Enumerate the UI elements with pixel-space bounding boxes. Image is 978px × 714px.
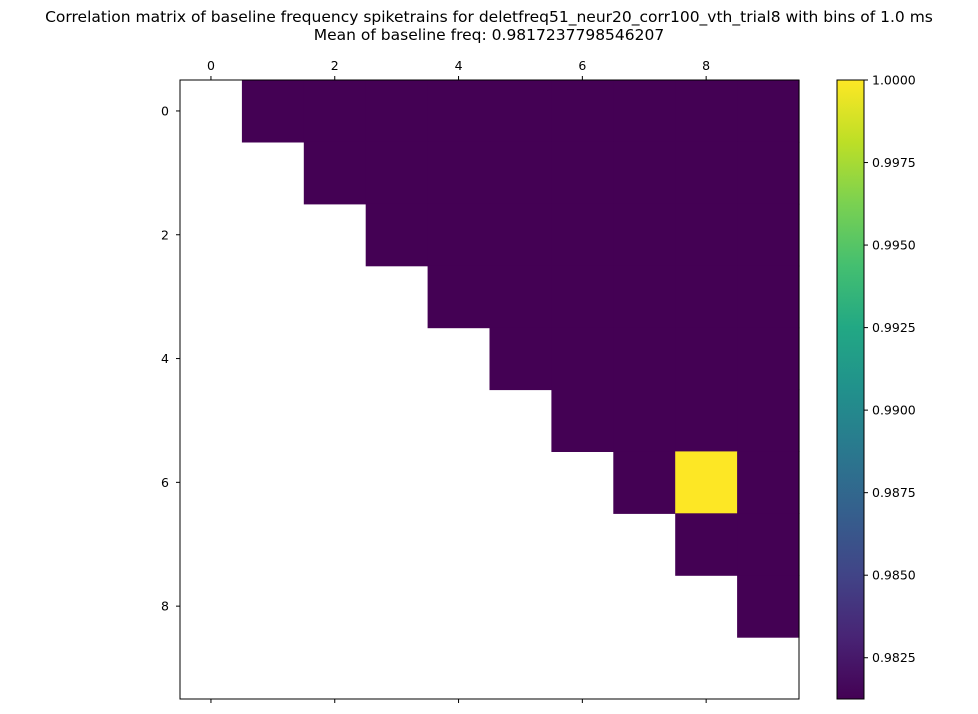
heatmap-cell	[737, 265, 800, 329]
heatmap-cell	[613, 141, 676, 205]
y-tick-label: 4	[161, 351, 169, 366]
heatmap-cell	[737, 327, 800, 391]
chart-subtitle: Mean of baseline freq: 0.981723779854620…	[313, 26, 665, 44]
heatmap-cell	[489, 265, 552, 329]
heatmap-cells	[241, 80, 800, 638]
colorbar-ticks: 0.9825 0.9850 0.9875 0.9900 0.9925 0.9950 0.99…	[864, 73, 916, 665]
y-tick-label: 8	[161, 599, 169, 614]
heatmap-cell	[489, 141, 552, 205]
heatmap-cell	[675, 389, 738, 452]
heatmap-cell	[675, 451, 738, 514]
colorbar-tick-label: 0.9850	[872, 568, 916, 583]
colorbar-tick-label: 1.0000	[872, 73, 916, 88]
heatmap-cell	[427, 265, 491, 329]
colorbar-tick-label: 0.9925	[872, 320, 916, 335]
heatmap-cell	[737, 575, 800, 638]
heatmap-cell	[675, 141, 738, 205]
heatmap-cell	[675, 513, 738, 576]
y-axis-ticks: 0 2 4 6 8	[161, 103, 180, 614]
heatmap-cell	[613, 265, 676, 329]
colorbar-tick-label: 0.9875	[872, 485, 916, 500]
heatmap-cell	[737, 203, 800, 267]
heatmap-cell	[489, 203, 552, 267]
y-tick-label: 6	[161, 475, 169, 490]
chart-title: Correlation matrix of baseline frequency…	[45, 8, 933, 26]
y-tick-label: 2	[161, 227, 169, 242]
heatmap-cell	[675, 203, 738, 267]
colorbar	[837, 80, 864, 699]
heatmap-cell	[551, 141, 614, 205]
heatmap-cell	[489, 327, 552, 391]
colorbar-tick-label: 0.9825	[872, 650, 916, 665]
x-tick-label: 2	[331, 58, 339, 73]
heatmap-cell	[427, 203, 491, 267]
heatmap-cell	[737, 513, 800, 576]
x-axis-ticks: 0 2 4 6 8	[207, 58, 710, 703]
heatmap-cell	[551, 389, 614, 452]
plot-frame	[179, 79, 800, 700]
heatmap-cell	[675, 80, 738, 143]
heatmap-cell	[737, 141, 800, 205]
heatmap-cell	[303, 80, 367, 143]
heatmap-cell	[613, 203, 676, 267]
colorbar-tick-label: 0.9900	[872, 403, 916, 418]
heatmap-cell	[613, 389, 676, 452]
heatmap-cell	[675, 265, 738, 329]
x-tick-label: 4	[455, 58, 463, 73]
heatmap-cell	[613, 80, 676, 143]
colorbar-tick-label: 0.9975	[872, 155, 916, 170]
heatmap-cell	[675, 327, 738, 391]
heatmap-cell	[551, 203, 614, 267]
heatmap-cell	[489, 80, 552, 143]
heatmap-cell	[241, 80, 305, 143]
colorbar-frame	[836, 79, 865, 700]
heatmap-cell	[303, 141, 367, 205]
heatmap-cell	[551, 80, 614, 143]
heatmap-cell	[737, 389, 800, 452]
heatmap-cell	[613, 451, 676, 514]
heatmap-cell	[365, 203, 429, 267]
heatmap-cell	[551, 327, 614, 391]
heatmap-cell	[737, 451, 800, 514]
x-tick-label: 8	[702, 58, 710, 73]
x-tick-label: 6	[578, 58, 586, 73]
heatmap-cell	[427, 80, 491, 143]
colorbar-tick-label: 0.9950	[872, 238, 916, 253]
y-tick-label: 0	[161, 103, 169, 118]
heatmap-cell	[365, 80, 429, 143]
heatmap-cell	[427, 141, 491, 205]
x-tick-label: 0	[207, 58, 215, 73]
heatmap-cell	[613, 327, 676, 391]
heatmap-cell	[551, 265, 614, 329]
heatmap-cell	[365, 141, 429, 205]
heatmap-cell	[737, 80, 800, 143]
